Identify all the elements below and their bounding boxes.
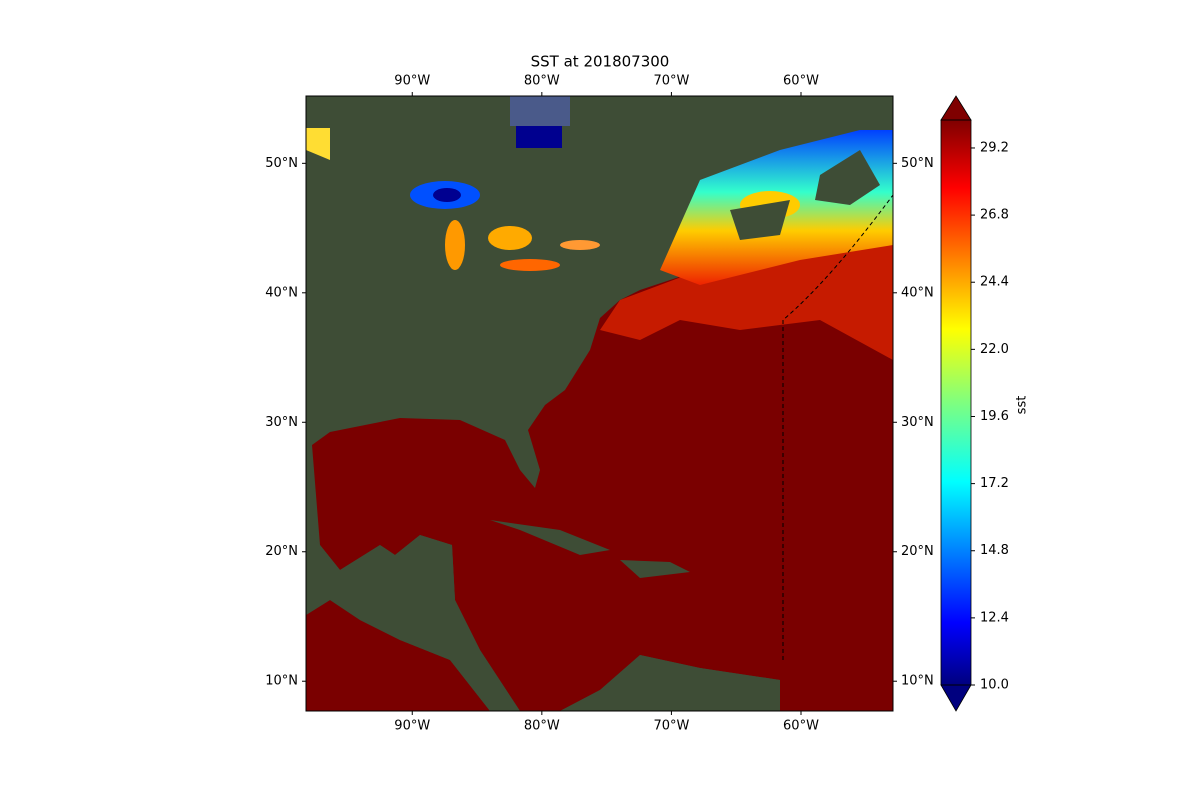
map: [306, 96, 893, 711]
colorbar-tick-label: 29.2: [980, 140, 1009, 155]
south-america: [560, 655, 780, 711]
y-tick-label: 40°N: [265, 285, 298, 300]
colorbar-label: sst: [1015, 396, 1030, 415]
warm-band: [600, 235, 893, 360]
title: SST at 201807300: [531, 53, 670, 71]
y-tick-label: 20°N: [901, 544, 934, 559]
colorbar-tick-label: 17.2: [980, 476, 1009, 491]
y-tick-label: 10°N: [901, 674, 934, 689]
ocean-sst: [312, 240, 893, 711]
x-tick-label: 80°W: [524, 74, 560, 89]
hudson-bay: [510, 96, 570, 126]
hispaniola: [620, 560, 690, 578]
x-tick-label: 70°W: [653, 719, 689, 734]
lake-michigan: [445, 220, 465, 270]
lake-huron: [488, 226, 532, 250]
lake-superior-core: [433, 188, 461, 202]
colorbar-frame: [940, 119, 972, 686]
lake-ontario: [560, 240, 600, 250]
x-tick-label: 60°W: [783, 719, 819, 734]
central-america: [306, 530, 520, 711]
colorbar-extend-max: [940, 95, 972, 121]
colorbar-tick-label: 10.0: [980, 678, 1009, 693]
map-frame: [305, 95, 894, 712]
nova-scotia: [730, 200, 790, 240]
y-tick-label: 30°N: [265, 415, 298, 430]
colorbar-tick-label: 14.8: [980, 543, 1009, 558]
y-tick-label: 10°N: [265, 674, 298, 689]
colorbar: [941, 120, 971, 685]
y-tick-label: 50°N: [901, 156, 934, 171]
track-line: [782, 194, 893, 660]
newfoundland: [815, 150, 880, 205]
x-tick-label: 90°W: [394, 719, 430, 734]
cuba: [490, 520, 610, 555]
colorbar-tick-label: 24.4: [980, 275, 1009, 290]
y-tick-label: 40°N: [901, 285, 934, 300]
colorbar-extend-min: [940, 684, 972, 712]
northwest-lakes: [306, 128, 330, 160]
x-tick-label: 90°W: [394, 74, 430, 89]
y-tick-label: 30°N: [901, 415, 934, 430]
pacific-sst: [306, 600, 490, 711]
y-tick-label: 20°N: [265, 544, 298, 559]
x-tick-label: 70°W: [653, 74, 689, 89]
colorbar-tick-label: 22.0: [980, 342, 1009, 357]
lake-erie: [500, 259, 560, 271]
x-tick-label: 80°W: [524, 719, 560, 734]
y-tick-label: 50°N: [265, 156, 298, 171]
colorbar-tick-label: 26.8: [980, 208, 1009, 223]
colorbar-tick-label: 19.6: [980, 409, 1009, 424]
hudson-sst: [516, 126, 562, 148]
colorbar-tick-label: 12.4: [980, 610, 1009, 625]
x-tick-label: 60°W: [783, 74, 819, 89]
